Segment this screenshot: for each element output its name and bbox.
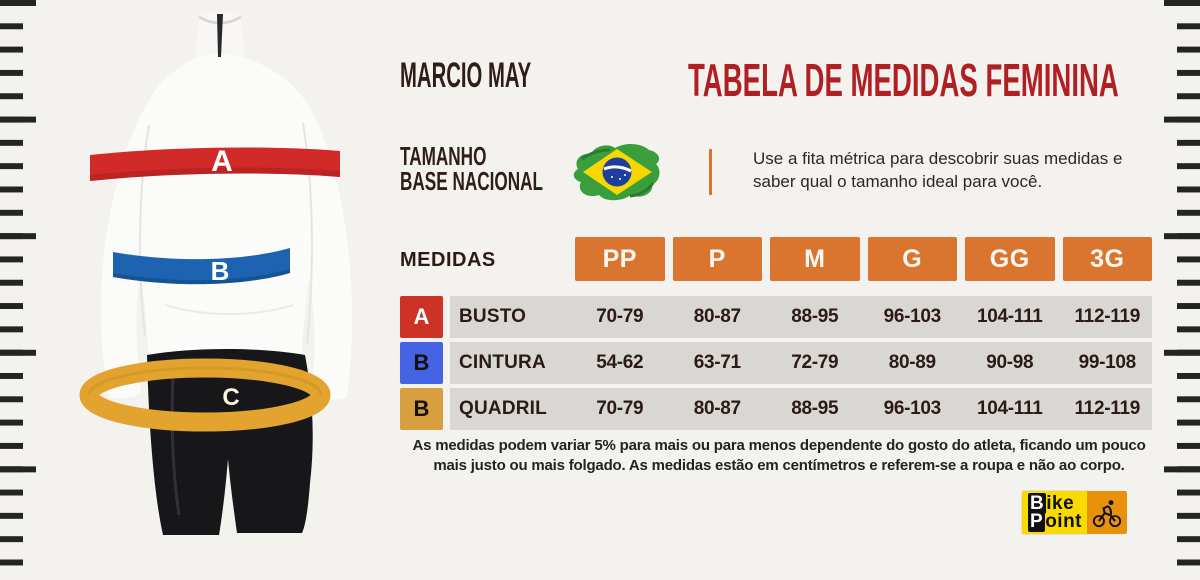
measurement-value: 80-87: [693, 306, 741, 327]
bikepoint-logo: Bike Point: [1022, 491, 1128, 534]
measurement-value: 70-79: [596, 306, 644, 327]
page-title: TABELA DE MEDIDAS FEMININA: [688, 54, 1119, 106]
measurement-value: 70-79: [596, 398, 644, 419]
table-row-busto: A BUSTO 70-79 80-87 88-95 96-103 104-111…: [400, 296, 1152, 338]
size-base-line1: TAMANHO: [400, 141, 487, 171]
measurement-value: 88-95: [791, 306, 839, 327]
row-values: 54-62 63-71 72-79 80-89 90-98 99-108: [575, 352, 1152, 374]
measuring-tape-ruler-right: [1160, 0, 1200, 580]
measurement-value: 63-71: [693, 352, 741, 373]
waist-band: B: [113, 248, 290, 286]
cyclist-icon: [1092, 499, 1122, 527]
mannequin-figure: A B C: [79, 11, 353, 535]
row-values: 70-79 80-87 88-95 96-103 104-111 112-119: [575, 306, 1152, 328]
table-row-quadril: B QUADRIL 70-79 80-87 88-95 96-103 104-1…: [400, 388, 1152, 430]
measurement-value: 90-98: [986, 352, 1034, 373]
note-text: As medidas podem variar 5% para mais ou …: [398, 436, 1160, 476]
measurement-value: 88-95: [791, 398, 839, 419]
instruction-line2: saber qual o tamanho ideal para você.: [753, 172, 1043, 191]
row-bar: QUADRIL 70-79 80-87 88-95 96-103 104-111…: [450, 388, 1152, 430]
bust-band-label: A: [211, 145, 233, 178]
instruction-line1: Use a fita métrica para descobrir suas m…: [753, 149, 1123, 168]
shorts: [147, 349, 313, 535]
bust-band: A: [90, 145, 340, 181]
measurement-value: 112-119: [1074, 398, 1141, 419]
hip-band-label: C: [222, 384, 239, 411]
size-base-line2: BASE NACIONAL: [400, 166, 544, 196]
size-header-p: P: [672, 237, 762, 281]
brazil-flag-icon: [573, 143, 660, 201]
size-header-row: PP P M G GG 3G: [575, 237, 1152, 281]
measurement-value: 96-103: [883, 398, 942, 419]
logo-word-point: Point: [1030, 511, 1083, 532]
instruction-text: Use a fita métrica para descobrir suas m…: [753, 147, 1122, 193]
measurement-rows: A BUSTO 70-79 80-87 88-95 96-103 104-111…: [400, 296, 1152, 434]
note-line2: mais justo ou mais folgado. As medidas e…: [433, 457, 1125, 474]
note-line1: As medidas podem variar 5% para mais ou …: [412, 437, 1146, 454]
measurement-value: 80-89: [888, 352, 936, 373]
table-row-cintura: B CINTURA 54-62 63-71 72-79 80-89 90-98 …: [400, 342, 1152, 384]
measurement-value: 112-119: [1074, 306, 1141, 327]
row-letter-badge: A: [400, 296, 443, 338]
row-bar: CINTURA 54-62 63-71 72-79 80-89 90-98 99…: [450, 342, 1152, 384]
row-values: 70-79 80-87 88-95 96-103 104-111 112-119: [575, 398, 1152, 420]
measurement-value: 54-62: [596, 352, 644, 373]
size-header-gg: GG: [965, 237, 1055, 281]
logo-word-bike: Bike: [1030, 493, 1075, 514]
measures-label: MEDIDAS: [400, 249, 496, 271]
measurement-value: 96-103: [883, 306, 942, 327]
waist-band-label: B: [211, 256, 230, 286]
row-label: CINTURA: [459, 352, 546, 373]
measurement-value: 104-111: [976, 398, 1043, 419]
hip-band: C: [79, 358, 331, 432]
measurement-value: 99-108: [1078, 352, 1137, 373]
row-bar: BUSTO 70-79 80-87 88-95 96-103 104-111 1…: [450, 296, 1152, 338]
brand-name: MARCIO MAY: [400, 56, 532, 95]
size-base-title: TAMANHO BASE NACIONAL: [400, 141, 544, 196]
vertical-divider: [709, 149, 712, 195]
bikepoint-logo-text: Bike Point: [1022, 491, 1088, 534]
row-letter-badge: B: [400, 388, 443, 430]
collar-zip: [217, 14, 223, 57]
logo-badge: [1087, 491, 1128, 534]
measurement-value: 80-87: [693, 398, 741, 419]
size-header-pp: PP: [575, 237, 665, 281]
jersey-body: [100, 52, 353, 400]
jersey-seam-left: [139, 124, 150, 336]
row-letter-badge: B: [400, 342, 443, 384]
size-header-3g: 3G: [1062, 237, 1152, 281]
measurement-value: 104-111: [976, 306, 1043, 327]
measuring-tape-ruler-left: [0, 0, 40, 580]
shorts-highlight: [170, 374, 181, 516]
size-header-g: G: [867, 237, 957, 281]
measurement-value: 72-79: [791, 352, 839, 373]
jersey-fold: [164, 304, 294, 315]
row-label: QUADRIL: [459, 398, 547, 419]
row-label: BUSTO: [459, 306, 527, 327]
size-header-m: M: [770, 237, 860, 281]
jersey-seam-right: [302, 122, 313, 346]
